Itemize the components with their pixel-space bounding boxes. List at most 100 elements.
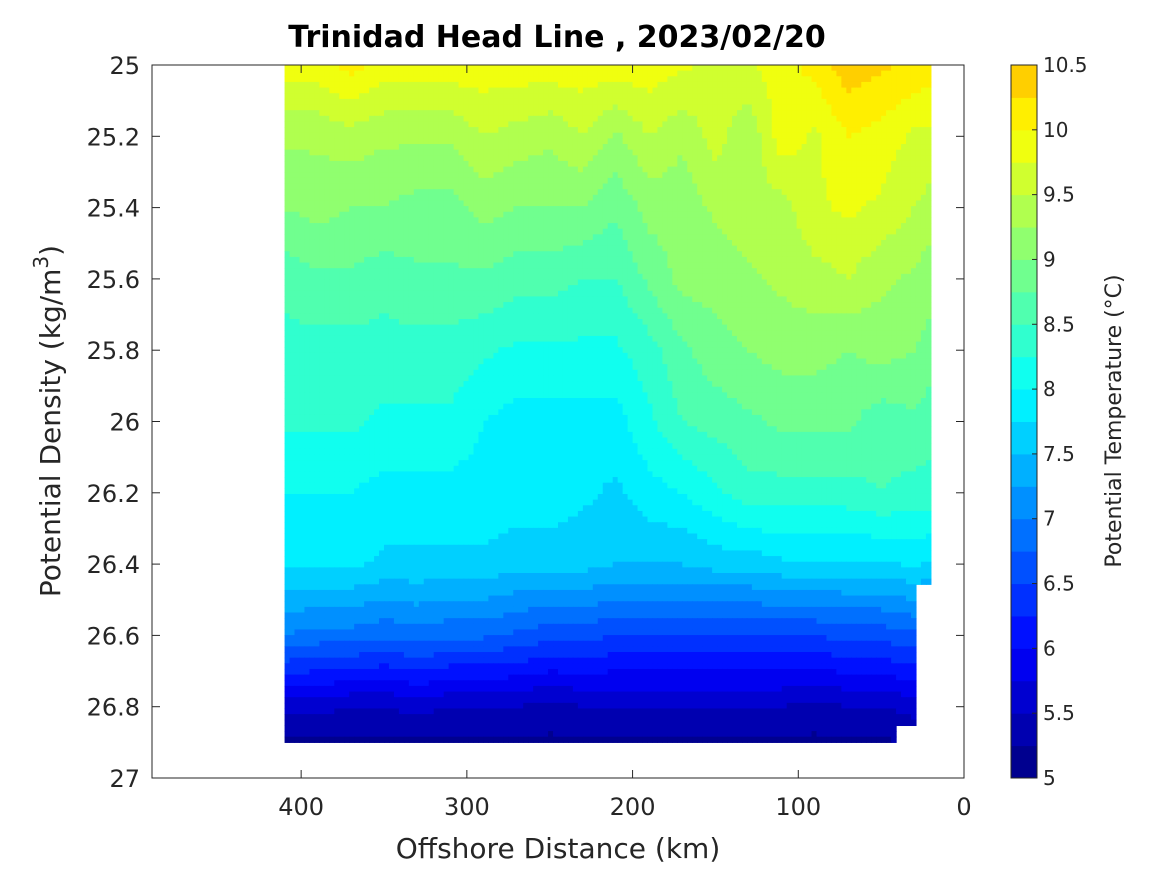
field-cell bbox=[712, 189, 718, 196]
field-cell bbox=[896, 234, 902, 241]
field-cell bbox=[453, 81, 460, 89]
field-cell bbox=[781, 98, 788, 106]
field-cell bbox=[607, 223, 614, 230]
field-cell bbox=[398, 217, 405, 224]
field-cell bbox=[702, 256, 708, 264]
field-cell bbox=[781, 194, 788, 202]
field-cell bbox=[473, 183, 480, 190]
field-cell bbox=[876, 104, 882, 111]
field-cell bbox=[746, 211, 753, 218]
field-cell bbox=[513, 81, 519, 89]
field-cell bbox=[672, 138, 678, 145]
field-cell bbox=[836, 223, 842, 230]
field-cell bbox=[881, 155, 887, 162]
field-cell bbox=[821, 228, 828, 235]
field-cell bbox=[677, 183, 683, 190]
field-cell bbox=[712, 262, 718, 269]
field-cell bbox=[423, 104, 430, 111]
field-cell bbox=[538, 110, 544, 117]
field-cell bbox=[388, 144, 395, 151]
field-cell bbox=[806, 81, 813, 89]
field-cell bbox=[289, 149, 296, 156]
field-cell bbox=[319, 239, 325, 247]
field-cell bbox=[553, 81, 559, 89]
field-cell bbox=[756, 273, 763, 281]
field-cell bbox=[339, 268, 345, 275]
field-cell bbox=[548, 65, 554, 72]
field-cell bbox=[548, 200, 554, 207]
field-cell bbox=[677, 104, 683, 111]
field-cell bbox=[652, 110, 659, 117]
field-cell bbox=[831, 256, 837, 264]
field-cell bbox=[736, 217, 743, 224]
field-cell bbox=[528, 70, 534, 77]
field-cell bbox=[523, 234, 529, 241]
field-cell bbox=[811, 81, 818, 89]
field-cell bbox=[662, 183, 668, 190]
field-cell bbox=[567, 223, 574, 230]
field-cell bbox=[498, 110, 504, 117]
field-cell bbox=[453, 273, 460, 281]
field-cell bbox=[364, 127, 370, 134]
field-cell bbox=[662, 76, 668, 83]
field-cell bbox=[587, 166, 594, 173]
field-cell bbox=[334, 223, 340, 230]
field-cell bbox=[741, 115, 748, 123]
field-cell bbox=[468, 206, 475, 213]
field-cell bbox=[582, 206, 589, 213]
field-cell bbox=[627, 65, 634, 72]
field-cell bbox=[617, 189, 624, 196]
field-cell bbox=[294, 93, 301, 100]
field-cell bbox=[324, 138, 330, 145]
field-cell bbox=[647, 81, 654, 89]
field-cell bbox=[851, 65, 857, 72]
field-cell bbox=[398, 228, 405, 235]
field-cell bbox=[374, 70, 380, 77]
field-cell bbox=[488, 81, 494, 89]
field-cell bbox=[866, 166, 872, 173]
field-cell bbox=[672, 166, 678, 173]
field-cell bbox=[324, 183, 330, 190]
field-cell bbox=[667, 65, 673, 72]
field-cell bbox=[732, 273, 738, 281]
field-cell bbox=[324, 132, 330, 139]
field-cell bbox=[612, 239, 619, 247]
field-cell bbox=[403, 160, 410, 168]
field-cell bbox=[577, 121, 584, 128]
field-cell bbox=[612, 200, 619, 207]
field-cell bbox=[433, 234, 440, 241]
field-cell bbox=[871, 87, 877, 94]
field-cell bbox=[548, 183, 554, 190]
field-cell bbox=[751, 228, 758, 235]
field-cell bbox=[811, 115, 818, 123]
field-cell bbox=[533, 228, 539, 235]
field-cell bbox=[712, 160, 718, 168]
field-cell bbox=[523, 76, 529, 83]
field-cell bbox=[821, 149, 828, 156]
field-cell bbox=[473, 155, 480, 162]
field-cell bbox=[493, 279, 499, 286]
field-cell bbox=[304, 76, 311, 83]
field-cell bbox=[314, 98, 320, 106]
field-cell bbox=[438, 251, 445, 258]
field-cell bbox=[597, 160, 604, 168]
field-cell bbox=[861, 172, 867, 179]
field-cell bbox=[836, 189, 842, 196]
field-cell bbox=[562, 211, 569, 218]
field-cell bbox=[677, 256, 683, 264]
field-cell bbox=[572, 194, 579, 202]
field-cell bbox=[826, 268, 833, 275]
field-cell bbox=[463, 65, 470, 72]
field-cell bbox=[607, 256, 614, 264]
field-cell bbox=[289, 155, 296, 162]
field-cell bbox=[319, 189, 325, 196]
field-cell bbox=[543, 251, 549, 258]
field-cell bbox=[881, 273, 887, 281]
field-cell bbox=[592, 268, 599, 275]
field-cell bbox=[354, 70, 360, 77]
field-cell bbox=[667, 81, 673, 89]
field-cell bbox=[851, 132, 857, 139]
field-cell bbox=[418, 211, 425, 218]
field-cell bbox=[741, 76, 748, 83]
field-cell bbox=[548, 76, 554, 83]
